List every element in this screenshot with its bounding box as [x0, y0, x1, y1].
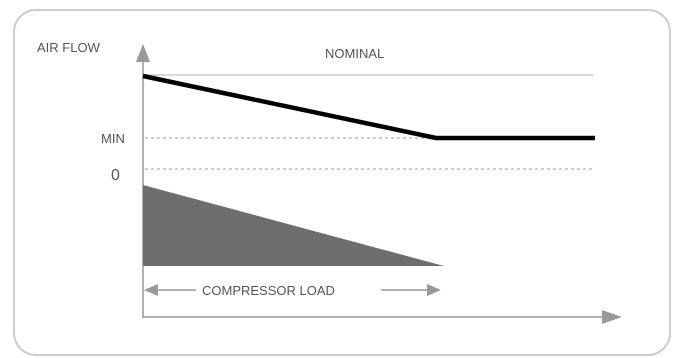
zero-label: 0 — [111, 167, 120, 184]
compressor-load-label: COMPRESSOR LOAD — [202, 283, 335, 298]
nominal-label: NOMINAL — [325, 46, 384, 61]
min-label: MIN — [101, 131, 125, 146]
y-axis-label: AIR FLOW — [37, 40, 101, 55]
